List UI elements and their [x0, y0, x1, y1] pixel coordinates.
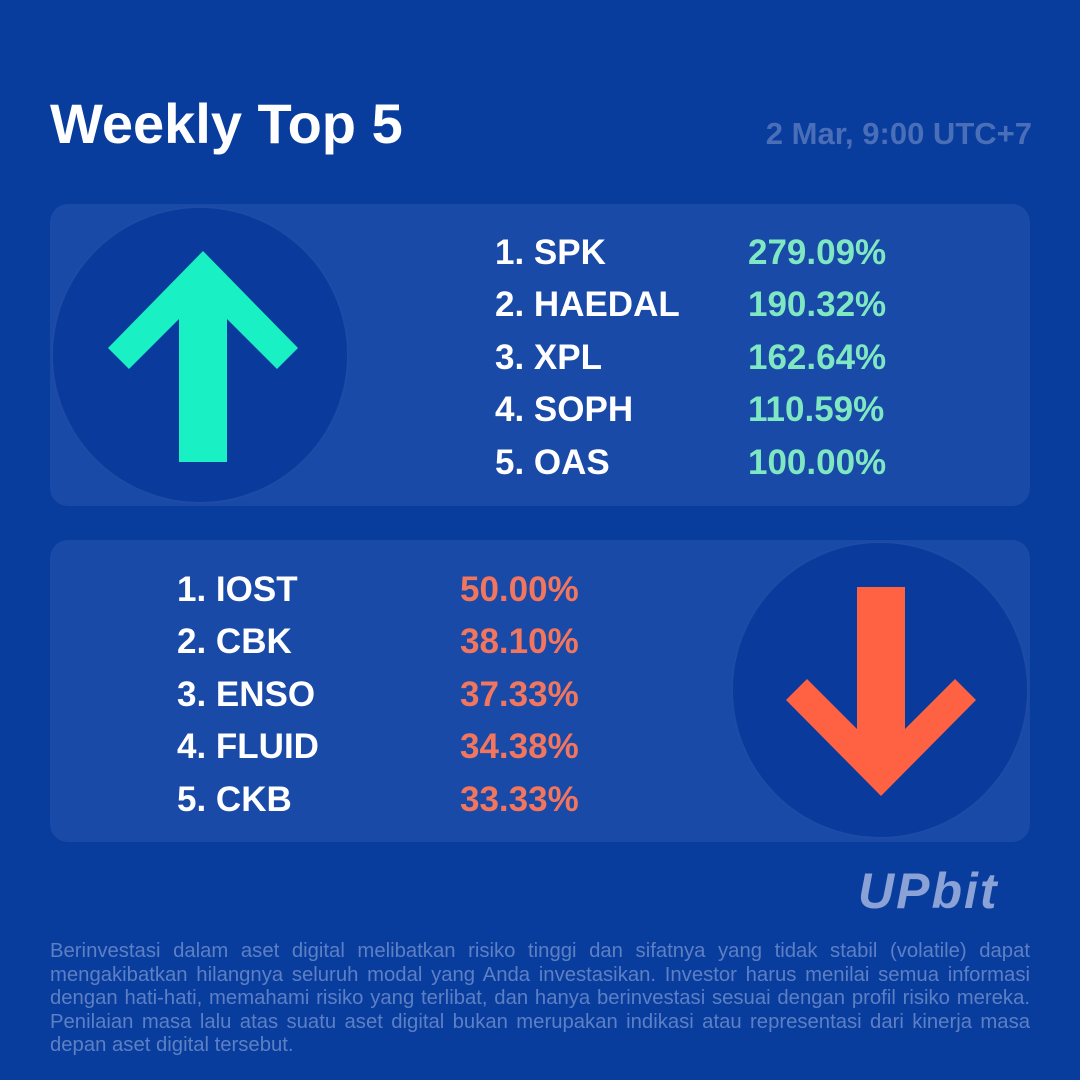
coin-change: 162.64%	[748, 337, 887, 377]
coin-change: 100.00%	[748, 442, 887, 482]
coin-name: 3. ENSO	[177, 674, 316, 714]
list-item: 4. FLUID 34.38%	[177, 721, 579, 774]
losers-list: 1. IOST 50.00% 2. CBK 38.10% 3. ENSO 37.…	[177, 563, 579, 826]
coin-name: 1. IOST	[177, 569, 298, 609]
disclaimer-text: Berinvestasi dalam aset digital melibatk…	[50, 940, 1030, 1056]
list-item: 2. HAEDAL 190.32%	[495, 279, 886, 332]
coin-change: 33.33%	[460, 779, 579, 819]
coin-change: 34.38%	[460, 727, 579, 767]
list-item: 1. SPK 279.09%	[495, 226, 886, 279]
coin-change: 190.32%	[748, 285, 887, 325]
list-item: 5. CKB 33.33%	[177, 773, 579, 826]
coin-name: 3. XPL	[495, 337, 602, 377]
coin-name: 4. FLUID	[177, 727, 319, 767]
coin-change: 50.00%	[460, 569, 579, 609]
list-item: 3. ENSO 37.33%	[177, 668, 579, 721]
gainers-list: 1. SPK 279.09% 2. HAEDAL 190.32% 3. XPL …	[495, 226, 886, 489]
list-item: 3. XPL 162.64%	[495, 331, 886, 384]
coin-name: 4. SOPH	[495, 390, 634, 430]
list-item: 4. SOPH 110.59%	[495, 384, 886, 437]
losers-icon-circle	[731, 541, 1029, 839]
timestamp: 2 Mar, 9:00 UTC+7	[765, 116, 1032, 151]
coin-name: 2. CBK	[177, 622, 292, 662]
coin-name: 2. HAEDAL	[495, 285, 680, 325]
coin-change: 37.33%	[460, 674, 579, 714]
coin-name: 5. OAS	[495, 442, 610, 482]
arrow-up-icon	[108, 251, 298, 462]
page-title: Weekly Top 5	[50, 92, 403, 155]
coin-name: 5. CKB	[177, 779, 292, 819]
list-item: 2. CBK 38.10%	[177, 616, 579, 669]
coin-change: 110.59%	[748, 390, 885, 430]
upbit-logo: UPbit	[858, 863, 999, 919]
coin-change: 38.10%	[460, 622, 579, 662]
coin-name: 1. SPK	[495, 232, 606, 272]
list-item: 1. IOST 50.00%	[177, 563, 579, 616]
list-item: 5. OAS 100.00%	[495, 436, 886, 489]
arrow-down-icon	[786, 587, 976, 796]
coin-change: 279.09%	[748, 232, 887, 272]
gainers-icon-circle	[51, 206, 349, 504]
